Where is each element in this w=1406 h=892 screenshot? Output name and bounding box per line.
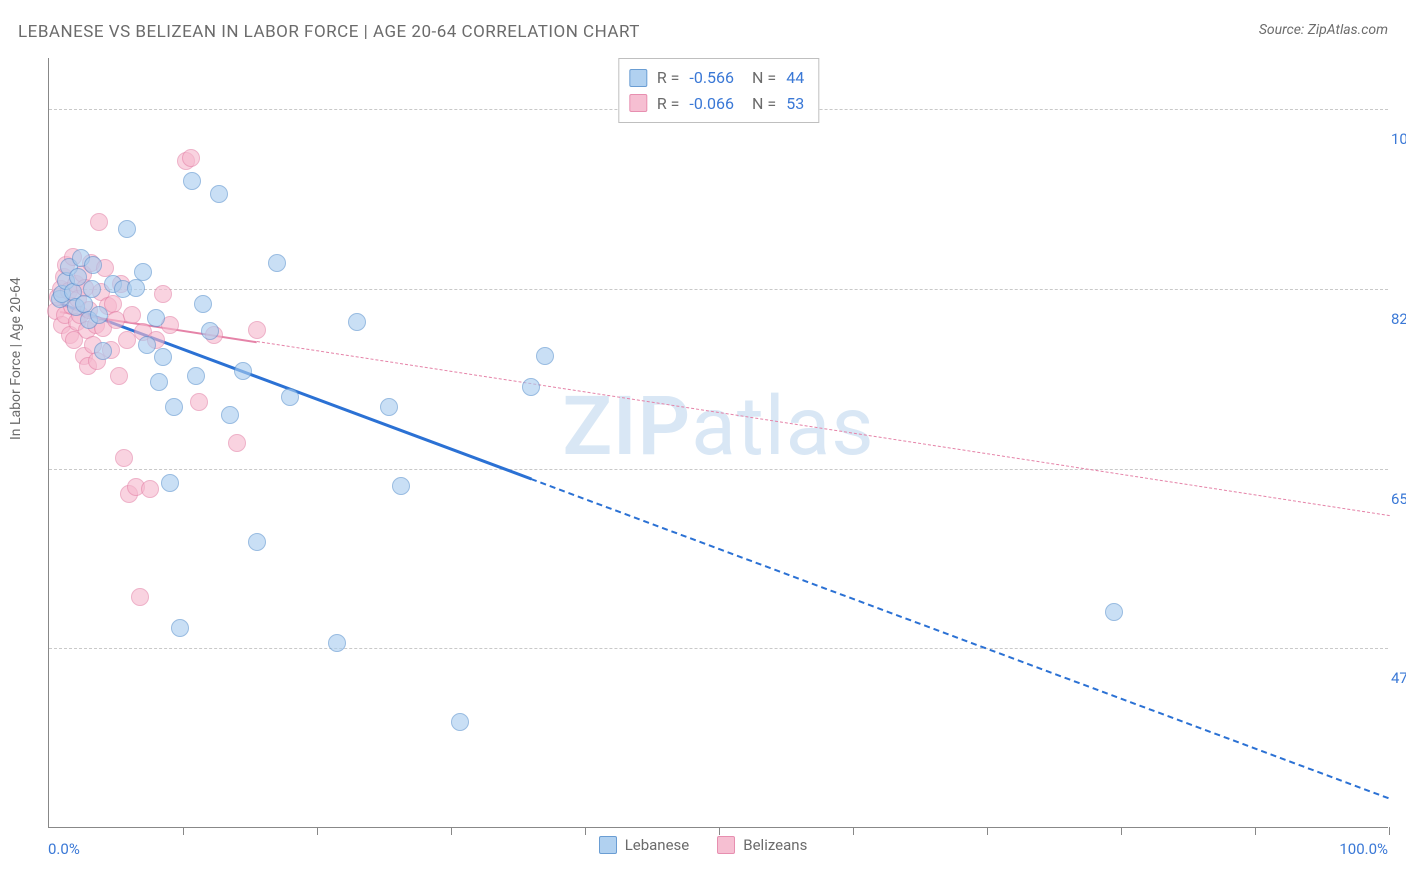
source-attribution: Source: ZipAtlas.com: [1259, 22, 1388, 38]
data-point: [118, 220, 136, 238]
data-point: [165, 398, 183, 416]
data-point: [141, 480, 159, 498]
swatch-belizeans-icon: [717, 836, 735, 854]
data-point: [161, 474, 179, 492]
data-point: [83, 280, 101, 298]
y-tick-label: 100.0%: [1391, 130, 1406, 148]
x-tick: [853, 827, 854, 835]
data-point: [94, 342, 112, 360]
watermark: ZIPatlas: [562, 379, 874, 475]
swatch-lebanese-icon: [599, 836, 617, 854]
n-value-lebanese: 44: [786, 65, 804, 91]
n-value-belizeans: 53: [786, 91, 804, 117]
data-point: [131, 588, 149, 606]
r-value-belizeans: -0.066: [689, 91, 734, 117]
data-point: [150, 373, 168, 391]
data-point: [154, 348, 172, 366]
data-point: [228, 434, 246, 452]
data-point: [522, 378, 540, 396]
data-point: [171, 619, 189, 637]
watermark-bold: ZIP: [562, 379, 691, 475]
data-point: [536, 347, 554, 365]
data-point: [392, 477, 410, 495]
data-point: [348, 313, 366, 331]
gridline: [49, 289, 1388, 290]
x-tick: [719, 827, 720, 835]
trendline: [531, 478, 1389, 799]
data-point: [182, 149, 200, 167]
legend-label-lebanese: Lebanese: [625, 836, 690, 854]
x-tick: [585, 827, 586, 835]
data-point: [147, 309, 165, 327]
data-point: [90, 213, 108, 231]
x-tick: [1255, 827, 1256, 835]
r-value-lebanese: -0.566: [689, 65, 734, 91]
data-point: [187, 367, 205, 385]
gridline: [49, 469, 1388, 470]
series-legend: Lebanese Belizeans: [0, 836, 1406, 854]
data-point: [190, 393, 208, 411]
data-point: [115, 449, 133, 467]
data-point: [234, 362, 252, 380]
legend-row-belizeans: R = -0.066 N = 53: [629, 91, 804, 117]
data-point: [123, 306, 141, 324]
data-point: [134, 263, 152, 281]
data-point: [84, 256, 102, 274]
legend-item-lebanese: Lebanese: [599, 836, 690, 854]
data-point: [183, 172, 201, 190]
data-point: [201, 322, 219, 340]
plot-area: ZIPatlas R = -0.566 N = 44 R = -0.066 N …: [48, 58, 1388, 828]
data-point: [380, 398, 398, 416]
watermark-light: atlas: [691, 379, 874, 475]
legend-item-belizeans: Belizeans: [717, 836, 807, 854]
x-tick: [451, 827, 452, 835]
data-point: [281, 388, 299, 406]
x-tick: [317, 827, 318, 835]
data-point: [451, 713, 469, 731]
data-point: [138, 336, 156, 354]
data-point: [1105, 603, 1123, 621]
x-tick: [987, 827, 988, 835]
y-axis-label: In Labor Force | Age 20-64: [8, 277, 24, 440]
data-point: [248, 533, 266, 551]
legend-row-lebanese: R = -0.566 N = 44: [629, 65, 804, 91]
chart-title: LEBANESE VS BELIZEAN IN LABOR FORCE | AG…: [18, 22, 640, 42]
n-label: N =: [752, 65, 776, 91]
x-tick: [183, 827, 184, 835]
x-tick: [1121, 827, 1122, 835]
data-point: [268, 254, 286, 272]
n-label: N =: [752, 91, 776, 117]
swatch-lebanese: [629, 69, 647, 87]
y-tick-label: 82.5%: [1391, 310, 1406, 328]
y-tick-label: 65.0%: [1391, 490, 1406, 508]
x-tick: [1389, 827, 1390, 835]
r-label: R =: [657, 65, 680, 91]
data-point: [194, 295, 212, 313]
data-point: [221, 406, 239, 424]
swatch-belizeans: [629, 94, 647, 112]
legend-label-belizeans: Belizeans: [743, 836, 807, 854]
data-point: [90, 306, 108, 324]
data-point: [248, 321, 266, 339]
data-point: [328, 634, 346, 652]
correlation-legend: R = -0.566 N = 44 R = -0.066 N = 53: [618, 58, 819, 123]
r-label: R =: [657, 91, 680, 117]
y-tick-label: 47.5%: [1391, 669, 1406, 687]
data-point: [127, 279, 145, 297]
gridline: [49, 648, 1388, 649]
trendline: [257, 341, 1389, 516]
data-point: [110, 367, 128, 385]
data-point: [154, 285, 172, 303]
data-point: [210, 185, 228, 203]
